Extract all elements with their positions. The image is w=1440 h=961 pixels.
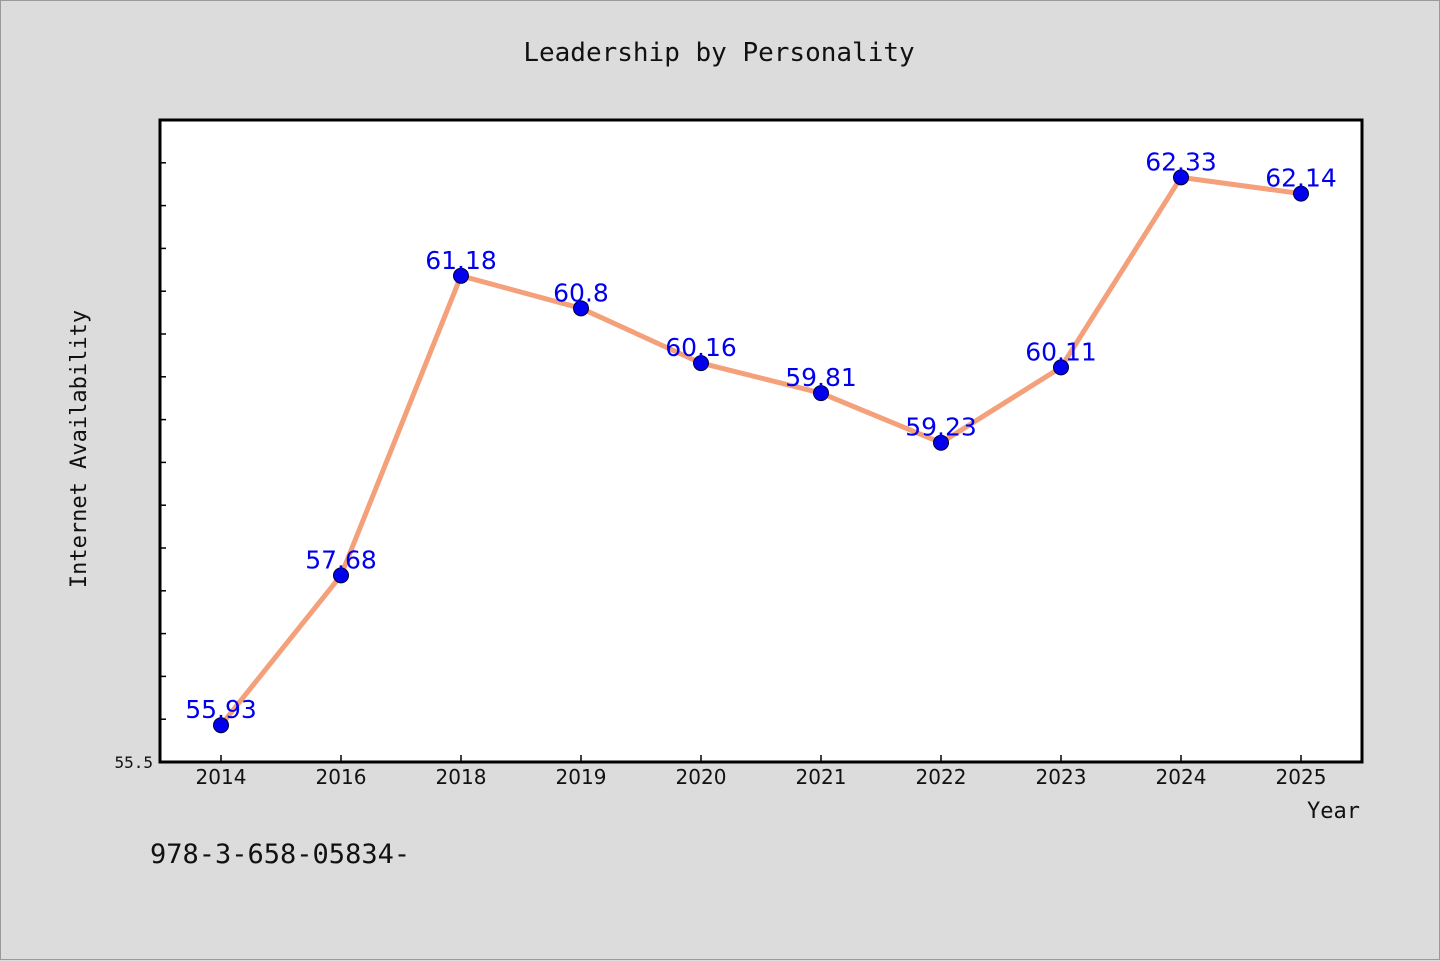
data-label: 60.11	[1025, 337, 1097, 366]
data-label: 57.68	[305, 545, 377, 574]
chart-title: Leadership by Personality	[523, 38, 914, 68]
data-markers	[213, 169, 1309, 734]
data-point	[333, 567, 349, 584]
data-label: 55.93	[185, 695, 257, 724]
x-tick-label: 2018	[436, 765, 487, 789]
series-line	[218, 174, 1304, 728]
y-tick-label: 55.5	[114, 753, 153, 772]
x-tick-label: 2023	[1036, 765, 1087, 789]
data-point	[813, 385, 829, 402]
y-axis-label: Internet Availability	[67, 310, 92, 588]
footnote-text: 978-3-658-05834-	[150, 839, 410, 870]
data-point	[573, 300, 589, 317]
data-point	[1053, 359, 1069, 376]
data-label: 62.33	[1145, 147, 1217, 176]
data-point	[213, 717, 229, 734]
data-label: 62.14	[1265, 164, 1337, 193]
data-label: 59.81	[785, 363, 857, 392]
data-point	[933, 434, 949, 451]
x-tick-label: 2021	[796, 765, 847, 789]
data-label: 60.8	[553, 278, 609, 307]
x-axis-tick-labels: 2014 2016 2018 2019 2020 2021 2022 2023 2024 2025	[196, 765, 1327, 789]
data-point	[1293, 185, 1309, 202]
data-label: 59.23	[905, 413, 977, 442]
data-labels: 55.93 57.68 61.18 60.8 60.16 59.81 59.23 60.11 6…	[185, 147, 1337, 724]
data-label: 60.16	[665, 333, 737, 362]
x-tick-label: 2019	[556, 765, 607, 789]
x-tick-label: 2025	[1276, 765, 1327, 789]
plot-area	[158, 118, 1364, 764]
data-label: 61.18	[425, 246, 497, 275]
y-axis-ticks	[160, 162, 166, 763]
x-tick-label: 2020	[676, 765, 727, 789]
y-axis-tick-labels: 55.5	[114, 753, 153, 772]
x-axis-ticks	[220, 755, 1302, 762]
data-point	[1173, 169, 1189, 186]
data-point	[693, 355, 709, 372]
x-tick-label: 2024	[1156, 765, 1207, 789]
x-tick-label: 2014	[196, 765, 247, 789]
x-axis-label: Year	[1307, 799, 1360, 824]
x-tick-label: 2016	[316, 765, 367, 789]
data-point	[453, 267, 469, 284]
x-tick-label: 2022	[916, 765, 967, 789]
